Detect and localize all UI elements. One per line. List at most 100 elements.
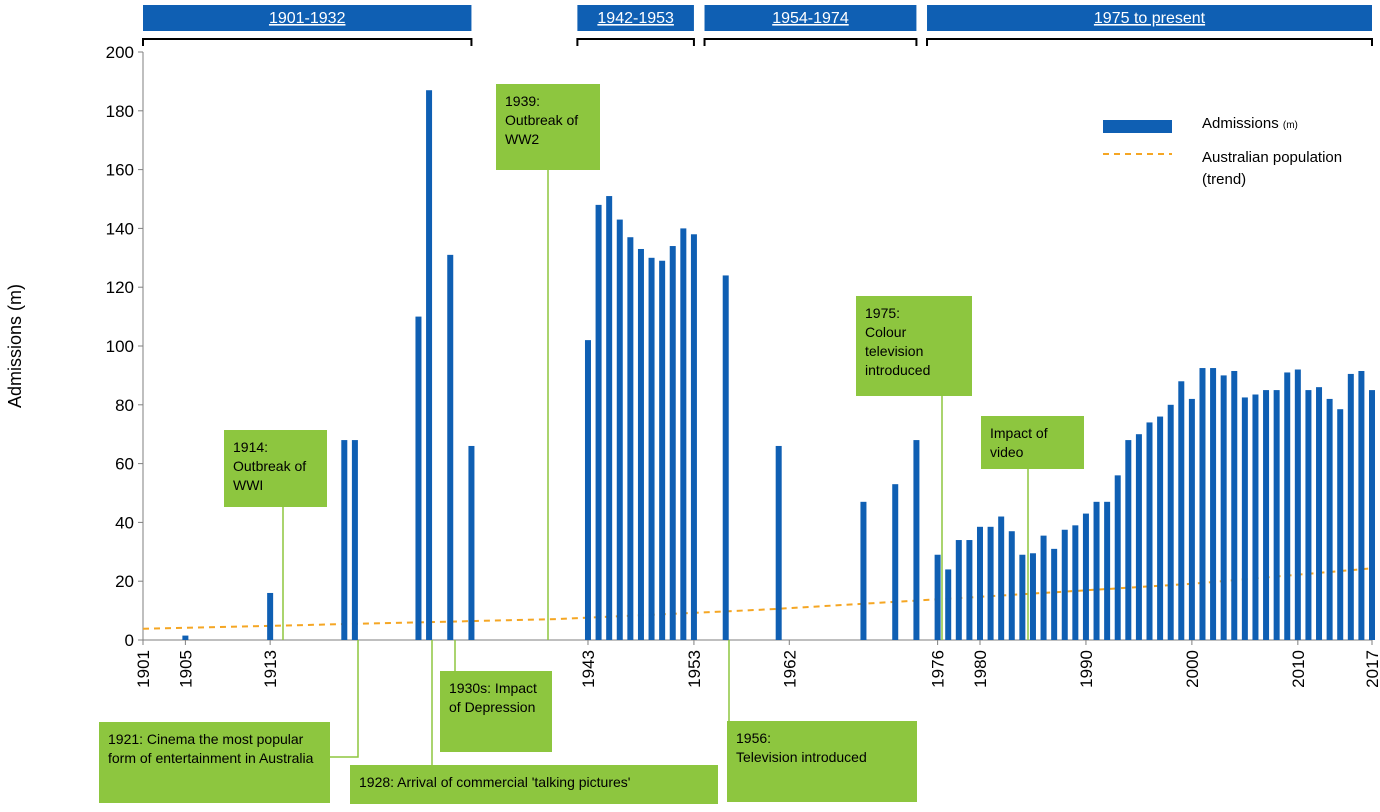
bar-2009	[1284, 372, 1291, 640]
bar-1947	[627, 237, 634, 640]
period-bracket-3	[926, 38, 1373, 46]
annotation-text-2: 1975:	[865, 305, 900, 321]
bars-layer	[182, 90, 1375, 641]
period-headers: 1901-1932 1942-1953 1954-1974 1975 to prese…	[142, 5, 1373, 46]
bar-1994	[1125, 440, 1132, 640]
bar-1921	[351, 440, 358, 640]
bar-2015	[1347, 373, 1354, 640]
bar-1996	[1146, 422, 1153, 640]
bar-2003	[1220, 375, 1227, 640]
annotation-text-7: 1956:	[736, 730, 771, 746]
bar-1951	[669, 246, 676, 641]
bar-1995	[1135, 434, 1142, 640]
x-tick-label: 2017	[1363, 650, 1380, 688]
legend: Admissions (m) Australian population (tren…	[1103, 115, 1342, 188]
y-tick-label: 40	[115, 513, 134, 532]
y-tick-label: 0	[125, 631, 134, 650]
bar-1997	[1157, 416, 1164, 640]
bar-1989	[1072, 525, 1079, 640]
bar-1983	[1008, 531, 1015, 640]
annotation-text-6: of Depression	[449, 699, 535, 715]
bar-2002	[1210, 368, 1217, 640]
x-tick-label: 2000	[1183, 650, 1202, 688]
bar-1920	[341, 440, 348, 640]
bar-1948	[637, 248, 644, 641]
bar-2014	[1337, 409, 1344, 640]
annotation-box-5	[350, 765, 718, 804]
annotation-text-0: Outbreak of	[233, 458, 306, 474]
bar-2001	[1199, 368, 1206, 640]
bar-1991	[1093, 501, 1100, 640]
x-tick-label: 1901	[134, 650, 153, 688]
annotation-leader-4	[330, 640, 359, 758]
bar-1945	[606, 196, 613, 640]
y-tick-label: 140	[106, 219, 134, 238]
period-bracket-0	[142, 38, 473, 46]
period-band-3	[927, 5, 1372, 31]
bar-2017	[1369, 390, 1375, 640]
y-tick-label: 180	[106, 102, 134, 121]
x-tick-label: 1905	[176, 650, 195, 688]
annotation-text-2: Colour	[865, 324, 907, 340]
bar-1928	[426, 90, 433, 641]
bar-1981	[987, 526, 994, 640]
period-label-1: 1942-1953	[597, 10, 674, 27]
x-tick-label: 1913	[261, 650, 280, 688]
period-bracket-1	[576, 38, 695, 46]
annotation-text-3: video	[990, 444, 1024, 460]
y-tick-label: 120	[106, 278, 134, 297]
bar-2010	[1294, 369, 1301, 640]
annotation-box-3	[981, 416, 1084, 469]
period-label-3: 1975 to present	[1094, 10, 1206, 27]
bar-1913	[267, 592, 274, 640]
bar-1949	[648, 257, 655, 640]
bar-1944	[595, 204, 602, 640]
bar-1986	[1040, 535, 1047, 640]
annotation-text-1: 1939:	[505, 93, 540, 109]
y-tick-label: 60	[115, 455, 134, 474]
period-band-1	[577, 5, 694, 31]
x-tick-label: 1990	[1077, 650, 1096, 688]
bar-1988	[1061, 529, 1068, 640]
bar-1987	[1051, 548, 1058, 640]
annotation-text-2: introduced	[865, 362, 930, 378]
annotation-box-2	[856, 296, 972, 396]
bar-1943	[584, 340, 591, 640]
annotation-text-0: 1914:	[233, 439, 268, 455]
trend-line-layer	[142, 567, 1373, 630]
annotation-text-0: WWI	[233, 477, 263, 493]
annotation-text-5: 1928: Arrival of commercial 'talking pic…	[359, 774, 630, 790]
annotation-box-0	[224, 430, 327, 507]
bar-2005	[1241, 397, 1248, 640]
y-axis-title: Admissions (m)	[5, 284, 25, 408]
legend-label-population: Australian population	[1202, 149, 1342, 166]
x-tick-label: 1943	[579, 650, 598, 688]
bar-1961	[775, 445, 782, 640]
annotation-text-7: Television introduced	[736, 749, 867, 765]
annotation-text-3: Impact of	[990, 425, 1048, 441]
bar-1932	[468, 445, 475, 640]
annotations-layer: 1914: Outbreak of WWI 1939: Outbreak of WW2 19…	[99, 84, 1084, 804]
bar-2008	[1273, 390, 1280, 640]
bar-2012	[1316, 387, 1323, 640]
bar-1946	[616, 219, 623, 640]
bar-1979	[966, 540, 973, 640]
annotation-text-2: television	[865, 343, 923, 359]
bar-1980	[976, 526, 983, 640]
y-tick-label: 80	[115, 396, 134, 415]
bar-1969	[860, 501, 867, 640]
annotation-text-4: form of entertainment in Australia	[108, 750, 314, 766]
bar-2016	[1358, 370, 1365, 640]
x-tick-label: 1962	[780, 650, 799, 688]
legend-swatch-admissions	[1103, 120, 1172, 133]
x-tick-label: 1980	[971, 650, 990, 688]
annotation-text-4: 1921: Cinema the most popular	[108, 731, 304, 747]
bar-1956	[722, 275, 729, 640]
annotation-box-7	[727, 721, 917, 802]
x-tick-label: 1976	[929, 650, 948, 688]
annotation-text-1: Outbreak of	[505, 112, 578, 128]
annotation-text-1: WW2	[505, 131, 539, 147]
bar-1930	[447, 254, 454, 641]
